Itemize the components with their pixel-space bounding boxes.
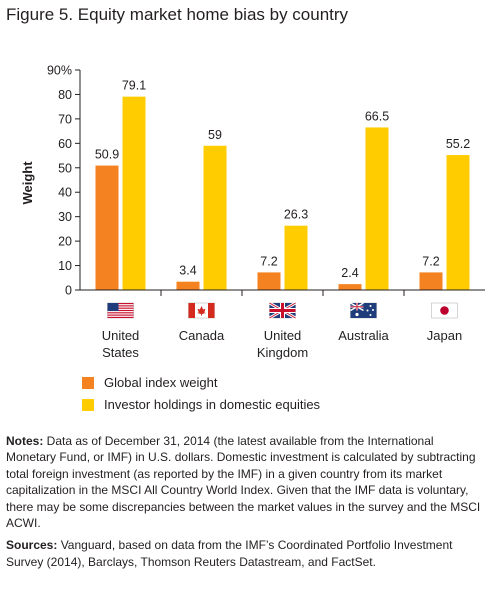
- maple-leaf: [197, 306, 206, 316]
- sources-text: Vanguard, based on data from the IMF’s C…: [6, 538, 453, 569]
- data-label: 79.1: [122, 79, 146, 93]
- flag-cross-red: [281, 303, 284, 318]
- data-label: 66.5: [365, 109, 389, 123]
- y-tick-label: 40: [58, 186, 72, 200]
- x-category-label: Canada: [179, 328, 225, 343]
- notes-paragraph: Notes: Data as of December 31, 2014 (the…: [6, 433, 484, 531]
- y-axis-label: Weight: [20, 161, 35, 205]
- data-label: 59: [208, 128, 222, 142]
- flag-stripe: [107, 303, 134, 305]
- bar-domestic-holdings: [284, 225, 308, 290]
- x-category-label: States: [102, 345, 139, 360]
- y-tick-label: 80: [58, 88, 72, 102]
- x-category-label: Kingdom: [257, 345, 308, 360]
- x-category-label: Australia: [338, 328, 389, 343]
- data-label: 50.9: [95, 148, 119, 162]
- flag-stripe: [107, 316, 134, 318]
- legend-swatch-yellow: [82, 398, 94, 411]
- flag-star: [372, 309, 374, 311]
- data-label: 7.2: [422, 254, 439, 268]
- legend-label: Investor holdings in domestic equities: [104, 397, 321, 412]
- y-axis: 0 10 20 30 40 50 60 70 80 90%: [47, 64, 81, 298]
- bars: 50.9 79.1 3.4 59 7.2 26.3 2.4 66.5 7.2 55.2: [95, 79, 470, 291]
- legend-swatch-orange: [82, 376, 94, 389]
- flag-sun: [440, 306, 449, 315]
- notes-section: Notes: Data as of December 31, 2014 (the…: [6, 433, 484, 576]
- y-tick-label: 60: [58, 137, 72, 151]
- data-label: 2.4: [341, 266, 358, 280]
- legend-item-domestic-holdings: Investor holdings in domestic equities: [82, 397, 320, 412]
- flag-stripe: [107, 312, 134, 314]
- x-category-label: United: [102, 328, 140, 343]
- flag-star: [355, 312, 359, 317]
- flag-star: [369, 305, 372, 307]
- flag-stripe: [107, 305, 134, 307]
- x-category-label: United: [264, 328, 302, 343]
- bar-global-index-weight: [176, 281, 200, 290]
- bar-global-index-weight: [257, 272, 281, 290]
- notes-text: Data as of December 31, 2014 (the latest…: [6, 434, 481, 531]
- y-tick-label: 20: [58, 235, 72, 249]
- canada-flag-icon: [188, 302, 215, 319]
- sources-paragraph: Sources: Vanguard, based on data from th…: [6, 537, 484, 570]
- bar-domestic-holdings: [203, 145, 227, 290]
- y-tick-label: 90%: [47, 64, 72, 78]
- flag-cross-red: [356, 303, 358, 311]
- flag-band: [208, 303, 215, 318]
- bar-domestic-holdings: [122, 96, 146, 291]
- flag-star: [366, 309, 369, 312]
- legend-label: Global index weight: [104, 375, 218, 390]
- figure-title: Figure 5. Equity market home bias by cou…: [6, 5, 349, 24]
- japan-flag-icon: [431, 302, 458, 319]
- y-tick-label: 0: [65, 284, 72, 298]
- legend-item-global-index: Global index weight: [82, 375, 217, 390]
- y-tick-label: 70: [58, 112, 72, 126]
- flag-stripe: [107, 307, 134, 309]
- x-axis: United States Canada United Kingdom Australia…: [80, 289, 485, 360]
- y-tick-label: 30: [58, 210, 72, 224]
- data-label: 3.4: [179, 264, 196, 278]
- bar-chart: 0 10 20 30 40 50 60 70 80 90% 50.9 79.1 3.4 59 7.2 26.…: [20, 64, 485, 360]
- flag-band: [188, 303, 195, 318]
- flag-star: [369, 314, 372, 316]
- bar-global-index-weight: [95, 165, 119, 290]
- australia-flag-icon: [350, 302, 377, 319]
- y-tick-label: 10: [58, 259, 72, 273]
- data-label: 7.2: [260, 254, 277, 268]
- bar-domestic-holdings: [446, 155, 470, 290]
- flag-stripe: [107, 309, 134, 312]
- notes-lead: Notes:: [6, 434, 44, 448]
- y-tick-label: 50: [58, 161, 72, 175]
- bar-global-index-weight: [419, 272, 443, 290]
- data-label: 55.2: [446, 137, 470, 151]
- bar-domestic-holdings: [365, 127, 389, 290]
- sources-lead: Sources:: [6, 538, 58, 553]
- data-label: 26.3: [284, 208, 308, 222]
- bar-global-index-weight: [338, 284, 362, 290]
- flag-canton: [107, 303, 119, 311]
- uk-flag-icon: [268, 301, 297, 320]
- x-category-label: Japan: [427, 328, 462, 343]
- flag-stripe: [107, 314, 134, 316]
- us-flag-icon: [107, 302, 134, 319]
